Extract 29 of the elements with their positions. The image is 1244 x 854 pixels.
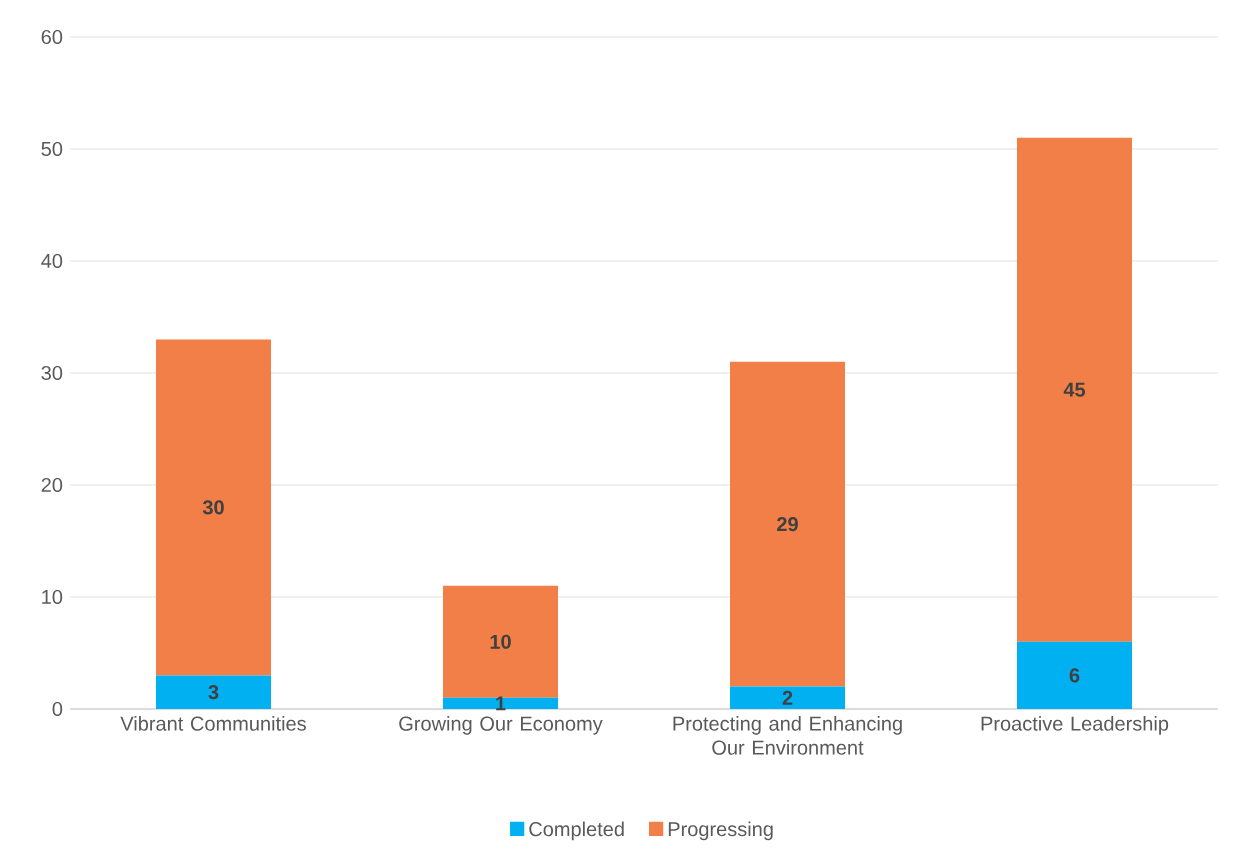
- y-tick-label: 30: [41, 365, 63, 381]
- bar: [730, 686, 845, 709]
- data-label: 29: [777, 517, 798, 532]
- data-label: 6: [1069, 668, 1080, 683]
- y-tick-label: 50: [41, 141, 63, 157]
- bar: [1017, 641, 1132, 709]
- x-tick-label: Vibrant Communities: [120, 716, 306, 731]
- y-tick-label: 0: [52, 701, 63, 717]
- x-tick-label: Growing Our Economy: [399, 716, 603, 735]
- data-label: 30: [202, 500, 224, 515]
- x-tick-label: Protecting and Enhancing Our Environment: [673, 716, 902, 755]
- legend-label: Progressing: [668, 821, 773, 841]
- data-label: 2: [782, 690, 793, 705]
- bar: [443, 697, 558, 709]
- legend-label: Completed: [529, 821, 624, 841]
- data-label: 10: [490, 634, 511, 649]
- y-tick-label: 20: [41, 477, 63, 493]
- data-label: 1: [496, 696, 506, 711]
- bar: [1017, 137, 1132, 642]
- y-tick-label: 60: [41, 29, 63, 45]
- bar: [730, 361, 845, 687]
- bar: [443, 585, 558, 698]
- x-tick-label: Proactive Leadership: [981, 716, 1169, 735]
- y-tick-label: 40: [41, 253, 63, 269]
- bar: [156, 675, 271, 709]
- data-label: 45: [1063, 382, 1086, 397]
- bar: [156, 339, 271, 676]
- data-label: 3: [208, 685, 219, 700]
- y-tick-label: 10: [42, 589, 63, 605]
